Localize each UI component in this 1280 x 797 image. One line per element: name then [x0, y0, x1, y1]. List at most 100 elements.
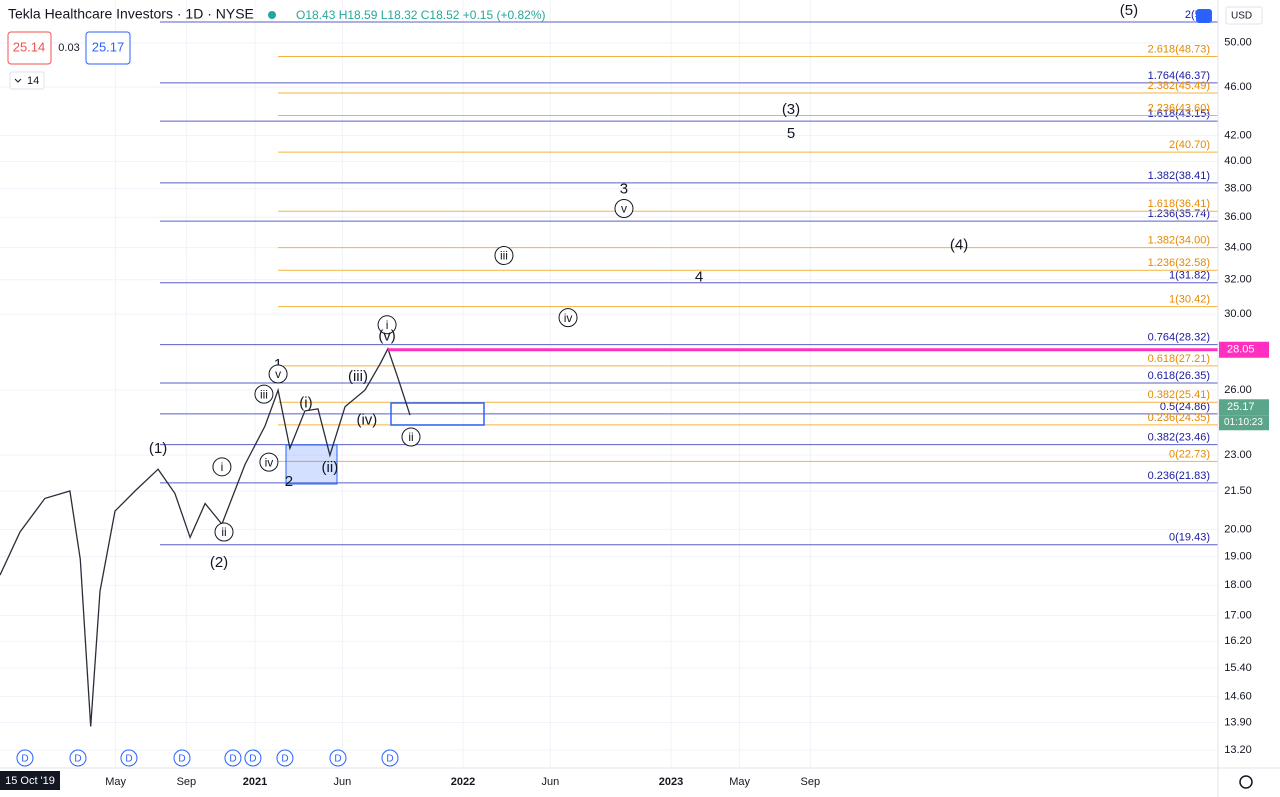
fib-label: 2.618(48.73): [1148, 43, 1210, 55]
wave-label: (4): [950, 236, 968, 253]
y-tick-label: 13.20: [1224, 744, 1252, 756]
y-tick-label: 26.00: [1224, 384, 1252, 396]
x-tick-label: Sep: [177, 776, 197, 788]
price-line: [0, 347, 411, 727]
fib-label: 0.764(28.32): [1148, 332, 1210, 344]
fib-label: 0.382(23.46): [1148, 432, 1210, 444]
y-tick-label: 30.00: [1224, 308, 1252, 320]
wave-label: iv: [265, 455, 274, 469]
y-tick-label: 40.00: [1224, 155, 1252, 167]
price-tag-label: 28.05: [1227, 344, 1255, 356]
dividend-label: D: [281, 754, 288, 765]
ask-box[interactable]: [85, 31, 131, 65]
grid: [0, 0, 1218, 768]
fib-label: 1.764(46.37): [1148, 70, 1210, 82]
y-tick-label: 17.00: [1224, 610, 1252, 622]
wave-label: 3: [620, 181, 628, 198]
fib-label: 1(31.82): [1169, 270, 1210, 282]
bid: 25.14: [13, 39, 46, 54]
axes: 50.00 46.00 42.00 40.00 38.00 36.00 34.00 32.00…: [0, 37, 1269, 790]
wave-label: (ii): [322, 459, 339, 476]
cursor-date: 15 Oct '19: [5, 775, 55, 787]
wave-label: 4: [695, 268, 703, 285]
fib-label: 1(30.42): [1169, 294, 1210, 306]
wave-label: i: [221, 460, 224, 474]
dividend-marker: [381, 749, 399, 767]
fib-label: 1.618(36.41): [1148, 198, 1210, 210]
wave-circle: [259, 452, 279, 472]
currency-select[interactable]: [1225, 6, 1263, 25]
fib-label: 0.236(21.83): [1148, 470, 1210, 482]
zone-box: [390, 402, 485, 426]
indicator-toggle[interactable]: [9, 71, 45, 90]
fib-levels: 2(52.1.764(46.37)1.618(43.15)1.382(38.41…: [159, 9, 1218, 546]
countdown: 01:10:23: [1224, 417, 1263, 428]
x-tick-label: 2023: [659, 776, 683, 788]
fib-label: 1.236(32.58): [1148, 257, 1210, 269]
dividend-label: D: [386, 754, 393, 765]
wave-label: iv: [564, 311, 573, 325]
price-tag: [1219, 399, 1269, 416]
y-tick-label: 50.00: [1224, 37, 1252, 49]
x-tick-label: May: [729, 776, 750, 788]
bid-box[interactable]: [7, 31, 52, 65]
fib-label: 1.382(38.41): [1148, 170, 1210, 182]
wave-label: (iv): [356, 411, 377, 428]
scale-icon[interactable]: [1196, 9, 1212, 23]
y-tick-label: 16.20: [1224, 635, 1252, 647]
wave-circle: [212, 457, 232, 477]
chevron-icon: [14, 78, 22, 83]
dividend-marker: [276, 749, 294, 767]
countdown-box: [1219, 415, 1269, 431]
fib-label: 0.382(25.41): [1148, 389, 1210, 401]
x-tick-label: Sep: [801, 776, 821, 788]
wave-label: 5: [787, 125, 795, 142]
indicator-count: 14: [27, 75, 39, 87]
fib-label: 2(40.70): [1169, 139, 1210, 151]
fib-label: 0.5(24.86): [1160, 401, 1210, 413]
wave-circle: [377, 315, 397, 335]
ask: 25.17: [92, 39, 125, 54]
wave-label: ii: [408, 430, 413, 444]
y-tick-label: 18.00: [1224, 579, 1252, 591]
settings-icon[interactable]: [1239, 775, 1253, 789]
cursor-date-box: [0, 771, 60, 790]
chart-title: Tekla Healthcare Investors · 1D · NYSE: [8, 6, 254, 22]
dividend-label: D: [74, 754, 81, 765]
wave-circle: [614, 198, 634, 218]
fib-label: 2.382(45.49): [1148, 80, 1210, 92]
y-tick-label: 42.00: [1224, 129, 1252, 141]
wave-circle: [401, 427, 421, 447]
dividend-marker: [173, 749, 191, 767]
wave-circle: [254, 384, 274, 404]
price: [0, 347, 1218, 727]
wave-label: v: [275, 367, 281, 381]
x-tick-label: 2022: [451, 776, 475, 788]
spread: 0.03: [58, 42, 79, 54]
wave-label: 2: [285, 473, 293, 490]
fib-label: 0.618(27.21): [1148, 353, 1210, 365]
wave-circle: [268, 364, 288, 384]
currency: USD: [1231, 11, 1252, 22]
wave-label: v: [621, 202, 627, 216]
wave-label: (iii): [348, 368, 368, 385]
dividend-marker: [244, 749, 262, 767]
x-tick-label: Jun: [541, 776, 559, 788]
dividend-label: D: [178, 754, 185, 765]
header: Tekla Healthcare Investors · 1D · NYSE O…: [7, 6, 1263, 789]
price-tag: [1219, 341, 1269, 358]
wave-label: (5): [1120, 2, 1138, 19]
y-tick-label: 14.60: [1224, 690, 1252, 702]
wave-label: (3): [782, 101, 800, 118]
y-tick-label: 32.00: [1224, 274, 1252, 286]
dividend-marker: [120, 749, 138, 767]
y-tick-label: 34.00: [1224, 242, 1252, 254]
price-tag-label: 25.17: [1227, 401, 1255, 413]
dividend-marker: [224, 749, 242, 767]
wave-label: (2): [210, 554, 228, 571]
fib-label: 0(22.73): [1169, 448, 1210, 460]
y-tick-label: 15.40: [1224, 662, 1252, 674]
y-tick-label: 13.90: [1224, 716, 1252, 728]
ohlc: O18.43 H18.59 L18.32 C18.52 +0.15 (+0.82…: [296, 8, 546, 22]
